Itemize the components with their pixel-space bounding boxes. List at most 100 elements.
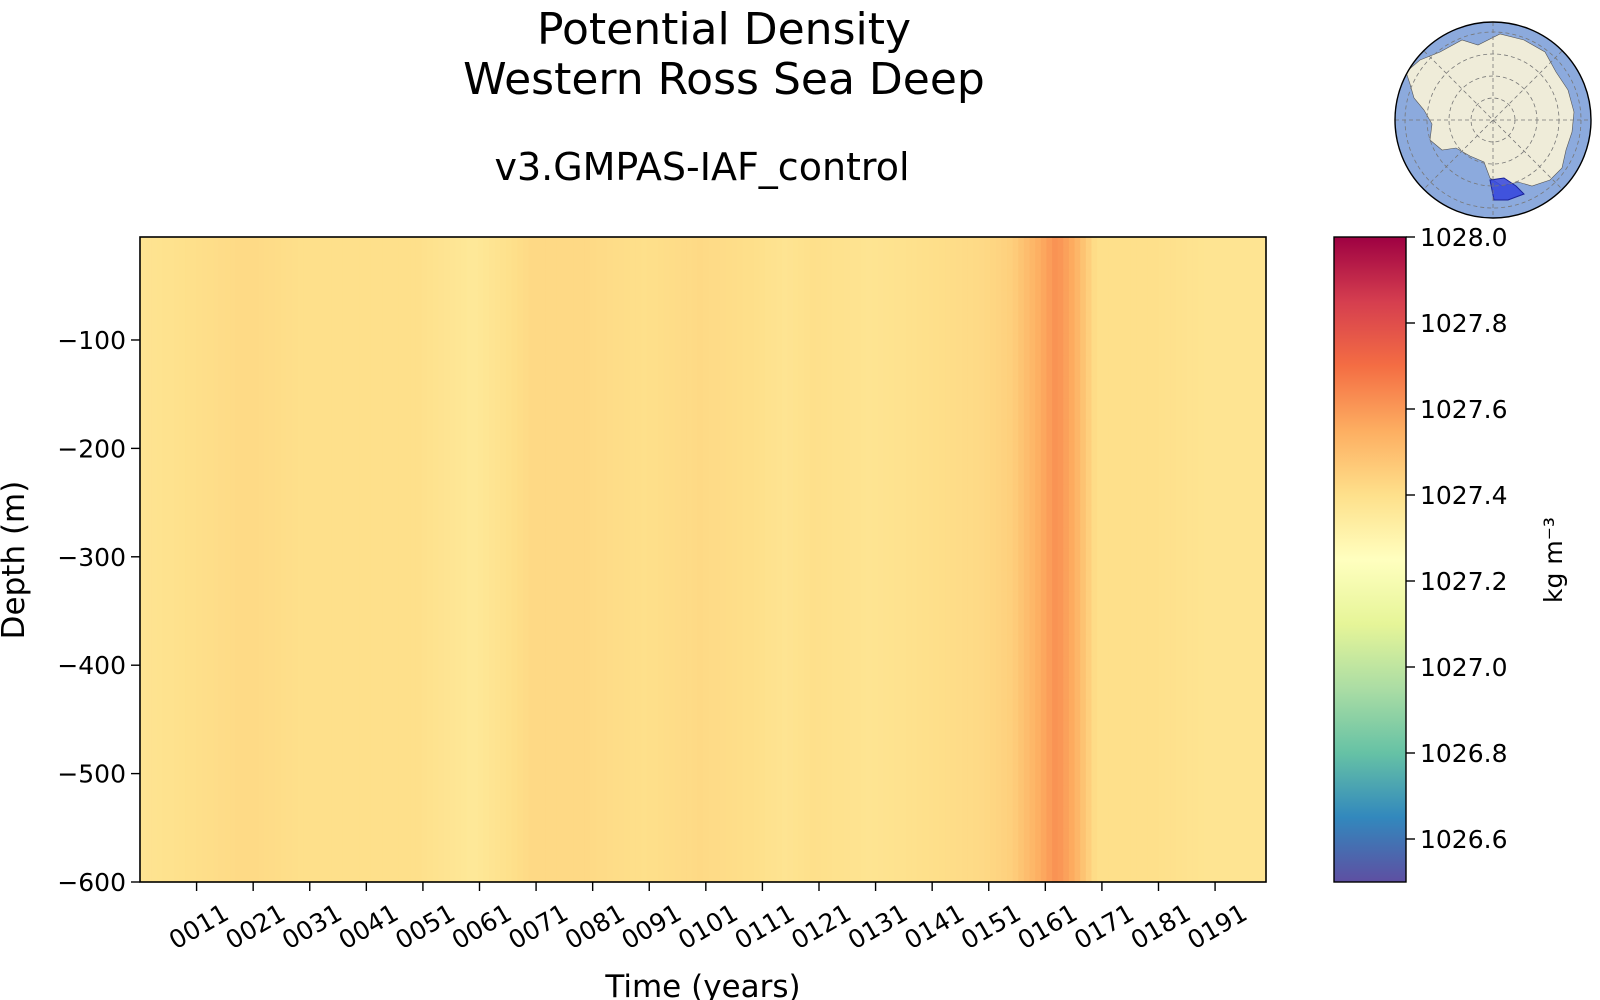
heatmap-cell xyxy=(404,247,411,260)
heatmap-cell xyxy=(444,473,451,485)
heatmap-cell xyxy=(280,366,287,378)
heatmap-cell xyxy=(1040,484,1048,496)
heatmap-cell xyxy=(472,452,479,464)
heatmap-cell xyxy=(387,333,394,346)
heatmap-cell xyxy=(719,495,727,507)
heatmap-cell xyxy=(838,323,845,335)
heatmap-cell xyxy=(838,247,845,260)
heatmap-cell xyxy=(787,290,794,303)
heatmap-cell xyxy=(607,387,614,399)
heatmap-cell xyxy=(612,430,620,442)
heatmap-cell xyxy=(280,312,287,324)
heatmap-cell xyxy=(1046,237,1053,249)
heatmap-cell xyxy=(263,366,271,378)
heatmap-cell xyxy=(849,301,856,313)
heatmap-cell xyxy=(1192,290,1200,303)
heatmap-cell xyxy=(973,333,980,346)
heatmap-cell xyxy=(1040,312,1048,324)
heatmap-cell xyxy=(804,280,811,292)
heatmap-cell xyxy=(500,290,507,303)
heatmap-cell xyxy=(866,258,873,270)
heatmap-cell xyxy=(145,376,152,389)
heatmap-cell xyxy=(635,258,642,270)
heatmap-cell xyxy=(1074,258,1081,270)
heatmap-cell xyxy=(815,301,822,313)
heatmap-cell xyxy=(607,312,614,324)
heatmap-cell xyxy=(550,290,558,303)
heatmap-cell xyxy=(804,301,811,313)
heatmap-cell xyxy=(353,323,361,335)
heatmap-cell xyxy=(641,376,648,389)
heatmap-cell xyxy=(398,376,406,389)
heatmap-cell xyxy=(663,495,670,507)
heatmap-cell xyxy=(320,419,327,432)
heatmap-cell xyxy=(1029,301,1036,313)
heatmap-cell xyxy=(995,290,1002,303)
heatmap-cell xyxy=(871,473,879,485)
heatmap-cell xyxy=(759,484,766,496)
heatmap-cell xyxy=(1113,473,1121,485)
heatmap-cell xyxy=(455,237,462,249)
heatmap-cell xyxy=(151,269,158,281)
heatmap-cell xyxy=(945,409,952,421)
heatmap-cell xyxy=(517,462,524,475)
heatmap-cell xyxy=(1226,366,1233,378)
heatmap-cell xyxy=(1232,323,1239,335)
heatmap-cell xyxy=(1018,473,1025,485)
heatmap-cell xyxy=(742,473,749,485)
heatmap-cell xyxy=(275,323,282,335)
heatmap-cell xyxy=(1040,376,1048,389)
heatmap-cell xyxy=(1192,409,1200,421)
heatmap-cell xyxy=(601,269,608,281)
heatmap-cell xyxy=(748,441,755,453)
heatmap-cell xyxy=(280,484,287,496)
heatmap-cell xyxy=(894,344,901,356)
heatmap-cell xyxy=(1102,441,1109,453)
heatmap-cell xyxy=(736,344,744,356)
heatmap-cell xyxy=(894,430,901,442)
heatmap-cell xyxy=(781,290,789,303)
heatmap-cell xyxy=(742,237,749,249)
heatmap-cell xyxy=(387,409,394,421)
heatmap-cell xyxy=(686,398,693,410)
heatmap-cell xyxy=(939,290,946,303)
heatmap-cell xyxy=(596,290,603,303)
heatmap-cell xyxy=(140,452,147,464)
heatmap-cell xyxy=(905,290,912,303)
heatmap-cell xyxy=(1085,366,1093,378)
heatmap-cell xyxy=(246,409,254,421)
heatmap-cell xyxy=(308,323,316,335)
heatmap-cell xyxy=(1175,473,1183,485)
heatmap-cell xyxy=(528,419,535,432)
heatmap-cell xyxy=(764,409,772,421)
heatmap-cell xyxy=(286,441,293,453)
heatmap-cell xyxy=(517,237,524,249)
heatmap-cell xyxy=(337,409,344,421)
heatmap-cell xyxy=(624,409,631,421)
heatmap-cell xyxy=(1226,398,1233,410)
heatmap-cell xyxy=(466,323,473,335)
heatmap-cell xyxy=(1204,247,1211,260)
heatmap-cell xyxy=(1204,323,1211,335)
heatmap-cell xyxy=(185,237,192,249)
heatmap-cell xyxy=(1215,484,1222,496)
heatmap-cell xyxy=(1249,430,1256,442)
heatmap-cell xyxy=(697,280,704,292)
heatmap-cell xyxy=(1249,323,1256,335)
heatmap-cell xyxy=(489,269,496,281)
heatmap-cell xyxy=(776,280,783,292)
heatmap-cell xyxy=(635,290,642,303)
heatmap-cell xyxy=(883,441,890,453)
heatmap-cell xyxy=(894,419,901,432)
heatmap-cell xyxy=(213,473,220,485)
heatmap-cell xyxy=(916,366,924,378)
heatmap-cell xyxy=(196,484,203,496)
heatmap-cell xyxy=(511,452,518,464)
heatmap-cell xyxy=(353,301,361,313)
heatmap-cell xyxy=(539,312,546,324)
heatmap-cell xyxy=(404,419,411,432)
heatmap-cell xyxy=(1175,269,1183,281)
heatmap-cell xyxy=(1175,323,1183,335)
heatmap-cell xyxy=(1023,495,1031,507)
heatmap-cell xyxy=(168,484,175,496)
